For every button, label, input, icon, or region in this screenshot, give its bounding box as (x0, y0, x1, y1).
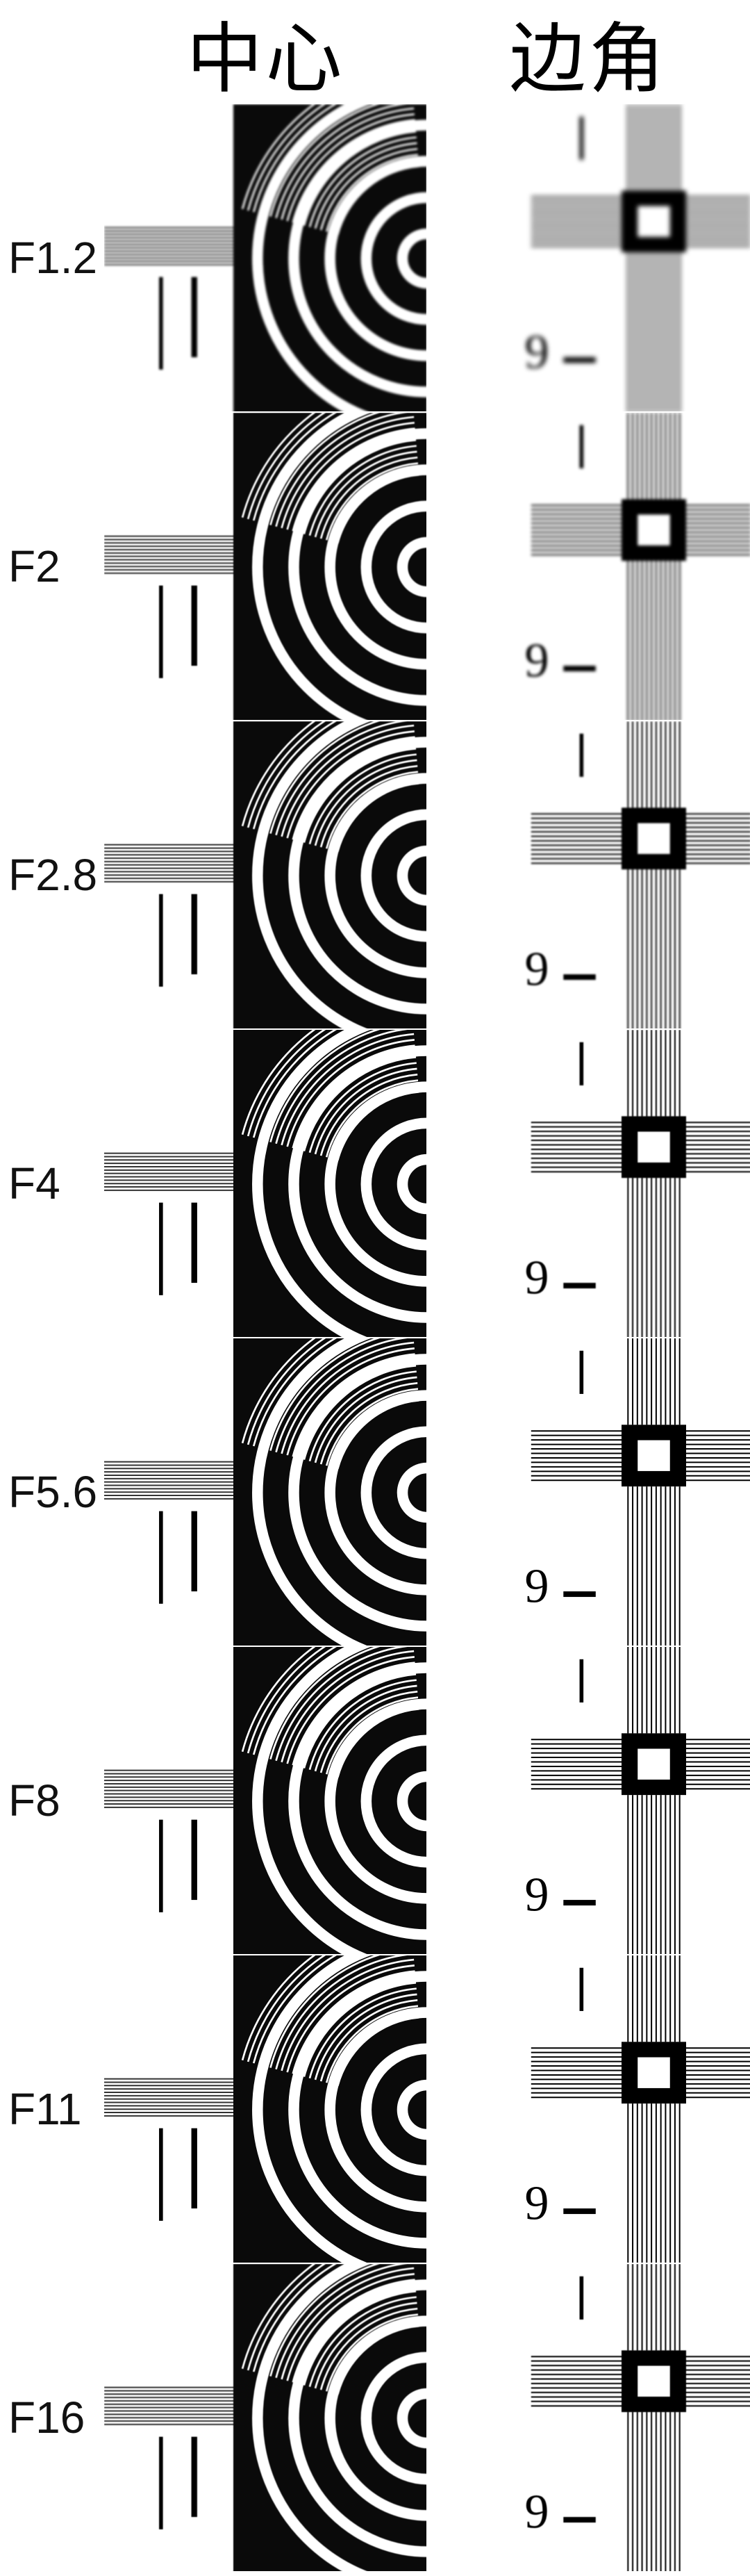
aperture-label: F5.6 (0, 1338, 104, 1646)
aperture-label: F16 (0, 2264, 104, 2571)
rows-container: F1.2 9 F2 9 F2.8 9 F4 9 F5.6 9 F8 9 F11 9 F16 9 (0, 104, 750, 2573)
corner-test-pattern: 9 (428, 1030, 750, 1337)
aperture-row: F1.2 9 (0, 104, 750, 413)
corner-test-pattern: 9 (428, 1338, 750, 1646)
header-center: 中心 (104, 0, 427, 108)
corner-mark-digit: 9 (525, 1560, 549, 1614)
aperture-row: F11 9 (0, 1955, 750, 2264)
corner-cell: 9 (428, 1030, 750, 1337)
aperture-row: F2.8 9 (0, 721, 750, 1030)
center-cell (104, 1030, 428, 1337)
aperture-label: F2 (0, 413, 104, 720)
corner-test-pattern: 9 (428, 721, 750, 1028)
center-test-pattern (104, 721, 427, 1028)
corner-mark-digit: 9 (525, 1252, 549, 1305)
center-test-pattern (104, 413, 427, 720)
corner-mark-digit: 9 (525, 2177, 549, 2231)
corner-cell: 9 (428, 1338, 750, 1646)
center-cell (104, 413, 428, 720)
corner-mark-digit: 9 (525, 2486, 549, 2539)
corner-mark-digit: 9 (525, 1869, 549, 1922)
center-cell (104, 1647, 428, 1954)
corner-mark-digit: 9 (525, 634, 549, 688)
center-test-pattern (104, 104, 427, 411)
corner-mark-digit: 9 (525, 943, 549, 996)
center-cell (104, 721, 428, 1028)
corner-cell: 9 (428, 2264, 750, 2571)
center-cell (104, 2264, 428, 2571)
aperture-row: F4 9 (0, 1030, 750, 1338)
center-test-pattern (104, 1338, 427, 1646)
center-test-pattern (104, 1030, 427, 1337)
center-cell (104, 1955, 428, 2263)
corner-test-pattern: 9 (428, 2264, 750, 2571)
corner-cell: 9 (428, 413, 750, 720)
aperture-label: F2.8 (0, 721, 104, 1028)
corner-test-pattern: 9 (428, 413, 750, 720)
aperture-label: F11 (0, 1955, 104, 2263)
header-corner: 边角 (427, 0, 750, 108)
aperture-row: F16 9 (0, 2264, 750, 2573)
corner-cell: 9 (428, 1647, 750, 1954)
corner-cell: 9 (428, 1955, 750, 2263)
aperture-row: F5.6 9 (0, 1338, 750, 1647)
header-row: 中心 边角 (0, 0, 750, 104)
aperture-label: F4 (0, 1030, 104, 1337)
aperture-label: F1.2 (0, 104, 104, 411)
center-cell (104, 104, 428, 411)
center-test-pattern (104, 2264, 427, 2571)
corner-cell: 9 (428, 721, 750, 1028)
aperture-row: F2 9 (0, 413, 750, 721)
corner-test-pattern: 9 (428, 1955, 750, 2263)
corner-cell: 9 (428, 104, 750, 411)
corner-mark-digit: 9 (525, 326, 549, 379)
corner-test-pattern: 9 (428, 1647, 750, 1954)
aperture-label: F8 (0, 1647, 104, 1954)
center-cell (104, 1338, 428, 1646)
corner-test-pattern: 9 (428, 104, 750, 411)
comparison-grid: 中心 边角 F1.2 9 F2 9 F2.8 9 F4 9 F5.6 9 F8 9 F11 9 F16 9 (0, 0, 750, 2573)
center-test-pattern (104, 1647, 427, 1954)
center-test-pattern (104, 1955, 427, 2263)
aperture-row: F8 9 (0, 1647, 750, 1955)
